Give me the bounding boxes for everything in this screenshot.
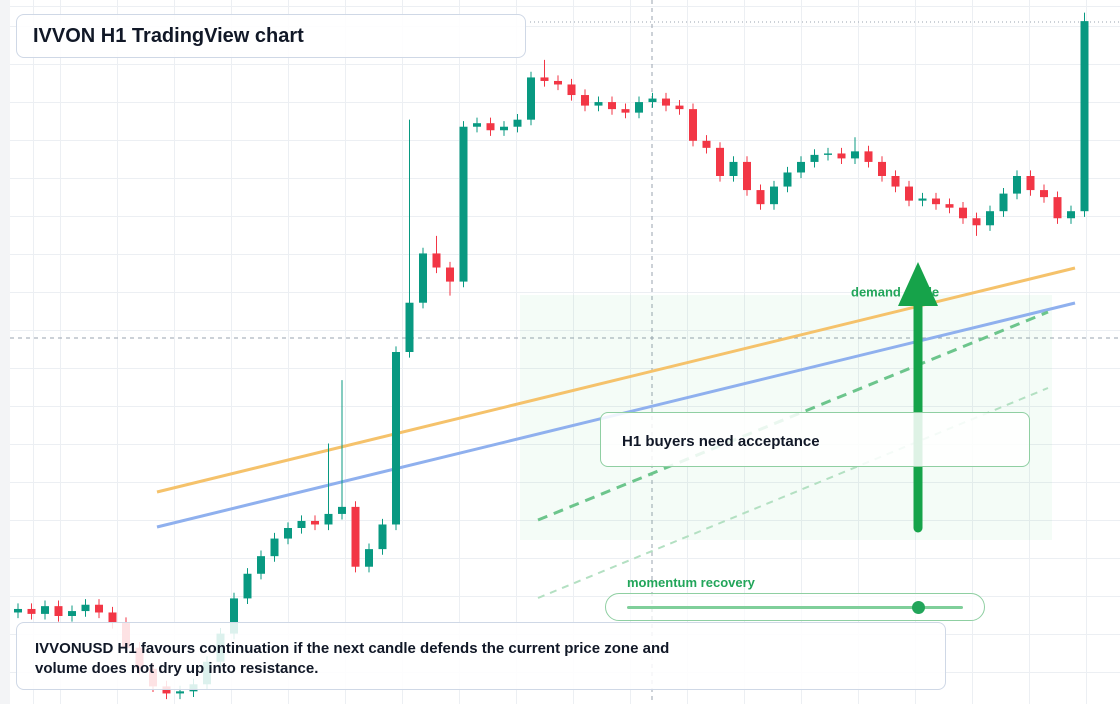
candle-body [581, 95, 589, 106]
candle-body [972, 218, 981, 226]
candle-body [635, 102, 643, 113]
candle-body [14, 608, 22, 613]
slider[interactable] [605, 593, 985, 621]
slider-track [627, 606, 963, 609]
candle-body [500, 126, 508, 131]
candle-body [81, 604, 90, 612]
candle-body [459, 126, 468, 282]
candle-body [419, 253, 427, 303]
arrow-head [898, 262, 938, 306]
candle-body [324, 513, 333, 525]
candle-body [729, 161, 738, 176]
candle-body [1013, 176, 1021, 194]
candle-body [473, 123, 481, 127]
candle-body [1026, 176, 1035, 191]
candle-body [675, 105, 684, 110]
slider-knob[interactable] [912, 601, 925, 614]
slider-label: momentum recovery [627, 575, 755, 590]
candle-body [959, 207, 967, 219]
candle-body [756, 190, 765, 205]
note-box: IVVONUSD H1 favours continuation if the … [16, 622, 946, 690]
candle-body [918, 198, 927, 201]
candle-body [284, 528, 292, 539]
callout-box: H1 buyers need acceptance [600, 412, 1030, 467]
side-strip [0, 0, 10, 704]
candle-body [392, 352, 400, 525]
candle-body [338, 506, 346, 514]
candle-body [932, 198, 940, 205]
candle-body [405, 302, 414, 352]
candle-body [68, 611, 76, 616]
candle-body [648, 98, 657, 103]
candle-body [743, 161, 751, 191]
chart-title: IVVON H1 TradingView chart [33, 25, 304, 47]
candle-body [176, 691, 184, 694]
candle-body [27, 608, 36, 614]
note-text: IVVONUSD H1 favours continuation if the … [35, 640, 670, 677]
candle-body [864, 151, 873, 162]
candle-body [1053, 197, 1062, 219]
candle-body [297, 520, 306, 528]
candle-body [594, 102, 603, 106]
candle-body [999, 193, 1008, 212]
callout-text: H1 buyers need acceptance [622, 433, 820, 450]
candle-body [378, 524, 387, 550]
candle-body [797, 161, 805, 173]
candle-body [230, 598, 238, 634]
candle-body [365, 549, 373, 567]
candle-body [702, 140, 711, 148]
candle-body [446, 267, 454, 282]
candle-body [878, 161, 886, 176]
candle-body [54, 606, 63, 616]
candle-body [608, 102, 616, 110]
candle-body [689, 109, 697, 141]
candle-body [891, 176, 900, 187]
candle-body [527, 77, 535, 120]
candle-body [351, 506, 360, 567]
candle-body [837, 153, 846, 159]
candle-body [257, 556, 265, 574]
candle-body [905, 186, 913, 201]
candle-body [540, 77, 549, 81]
candle-body [986, 211, 994, 226]
candle-body [311, 520, 319, 525]
candle-body [1080, 21, 1089, 212]
candle-body [945, 204, 954, 208]
candle-body [621, 109, 630, 113]
candle-body [486, 123, 495, 131]
candle-body [567, 84, 576, 96]
candle-body [1067, 211, 1075, 219]
candle-body [95, 604, 103, 613]
candle-body [108, 612, 117, 624]
candle-body [716, 147, 724, 176]
candle-body [243, 573, 252, 599]
candle-body [41, 606, 49, 614]
candle-body [513, 119, 522, 127]
candle-body [554, 80, 562, 85]
candle-body [783, 172, 792, 187]
candle-body [810, 154, 819, 162]
title-box: IVVON H1 TradingView chart [16, 14, 526, 58]
candle-body [662, 98, 670, 106]
candle-body [270, 538, 279, 557]
candle-body [851, 151, 859, 159]
candle-body [824, 153, 832, 155]
candle-body [432, 253, 441, 268]
candle-body [770, 186, 778, 205]
candle-body [1040, 190, 1048, 198]
